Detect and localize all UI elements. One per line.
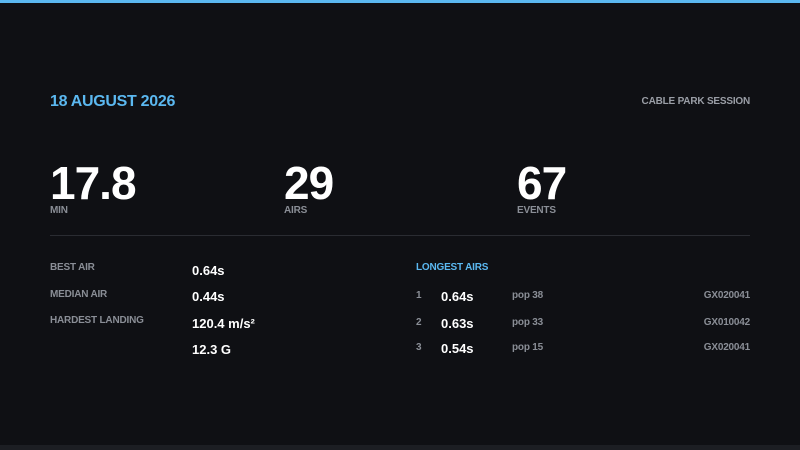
stat-value: 0.64s [192, 263, 225, 278]
summary-value: 67 [517, 157, 567, 209]
divider [50, 235, 750, 236]
air-file: GX020041 [703, 342, 750, 353]
summary-value: 17.8 [50, 157, 137, 209]
air-file: GX020041 [703, 290, 750, 301]
stat-value: 12.3 G [192, 341, 232, 357]
session-date: 18 AUGUST 2026 [50, 93, 176, 110]
air-time: 0.64s [441, 289, 474, 304]
summary-label: AIRS [284, 205, 308, 216]
summary-value: 29 [284, 157, 334, 209]
air-rank: 3 [416, 342, 422, 353]
stat-value: 120.4 m/s² [192, 315, 255, 331]
air-rank: 2 [416, 317, 422, 328]
stat-label: HARDEST LANDING [50, 315, 144, 326]
stat-value: 0.44s [192, 289, 225, 305]
stat-label: BEST AIR [50, 262, 95, 273]
summary-label: EVENTS [517, 205, 556, 216]
stat-label: MEDIAN AIR [50, 289, 108, 300]
air-time: 0.54s [441, 341, 474, 356]
air-time: 0.63s [441, 316, 474, 331]
air-pop: pop 15 [512, 342, 544, 353]
session-type: CABLE PARK SESSION [641, 96, 751, 107]
longest-airs-title: LONGEST AIRS [416, 262, 489, 273]
air-pop: pop 33 [512, 317, 544, 328]
top-accent-bar [0, 0, 800, 3]
air-file: GX010042 [703, 317, 750, 328]
air-rank: 1 [416, 290, 422, 301]
summary-label: MIN [50, 205, 68, 216]
bottom-bar [0, 445, 800, 450]
air-pop: pop 38 [512, 290, 544, 301]
